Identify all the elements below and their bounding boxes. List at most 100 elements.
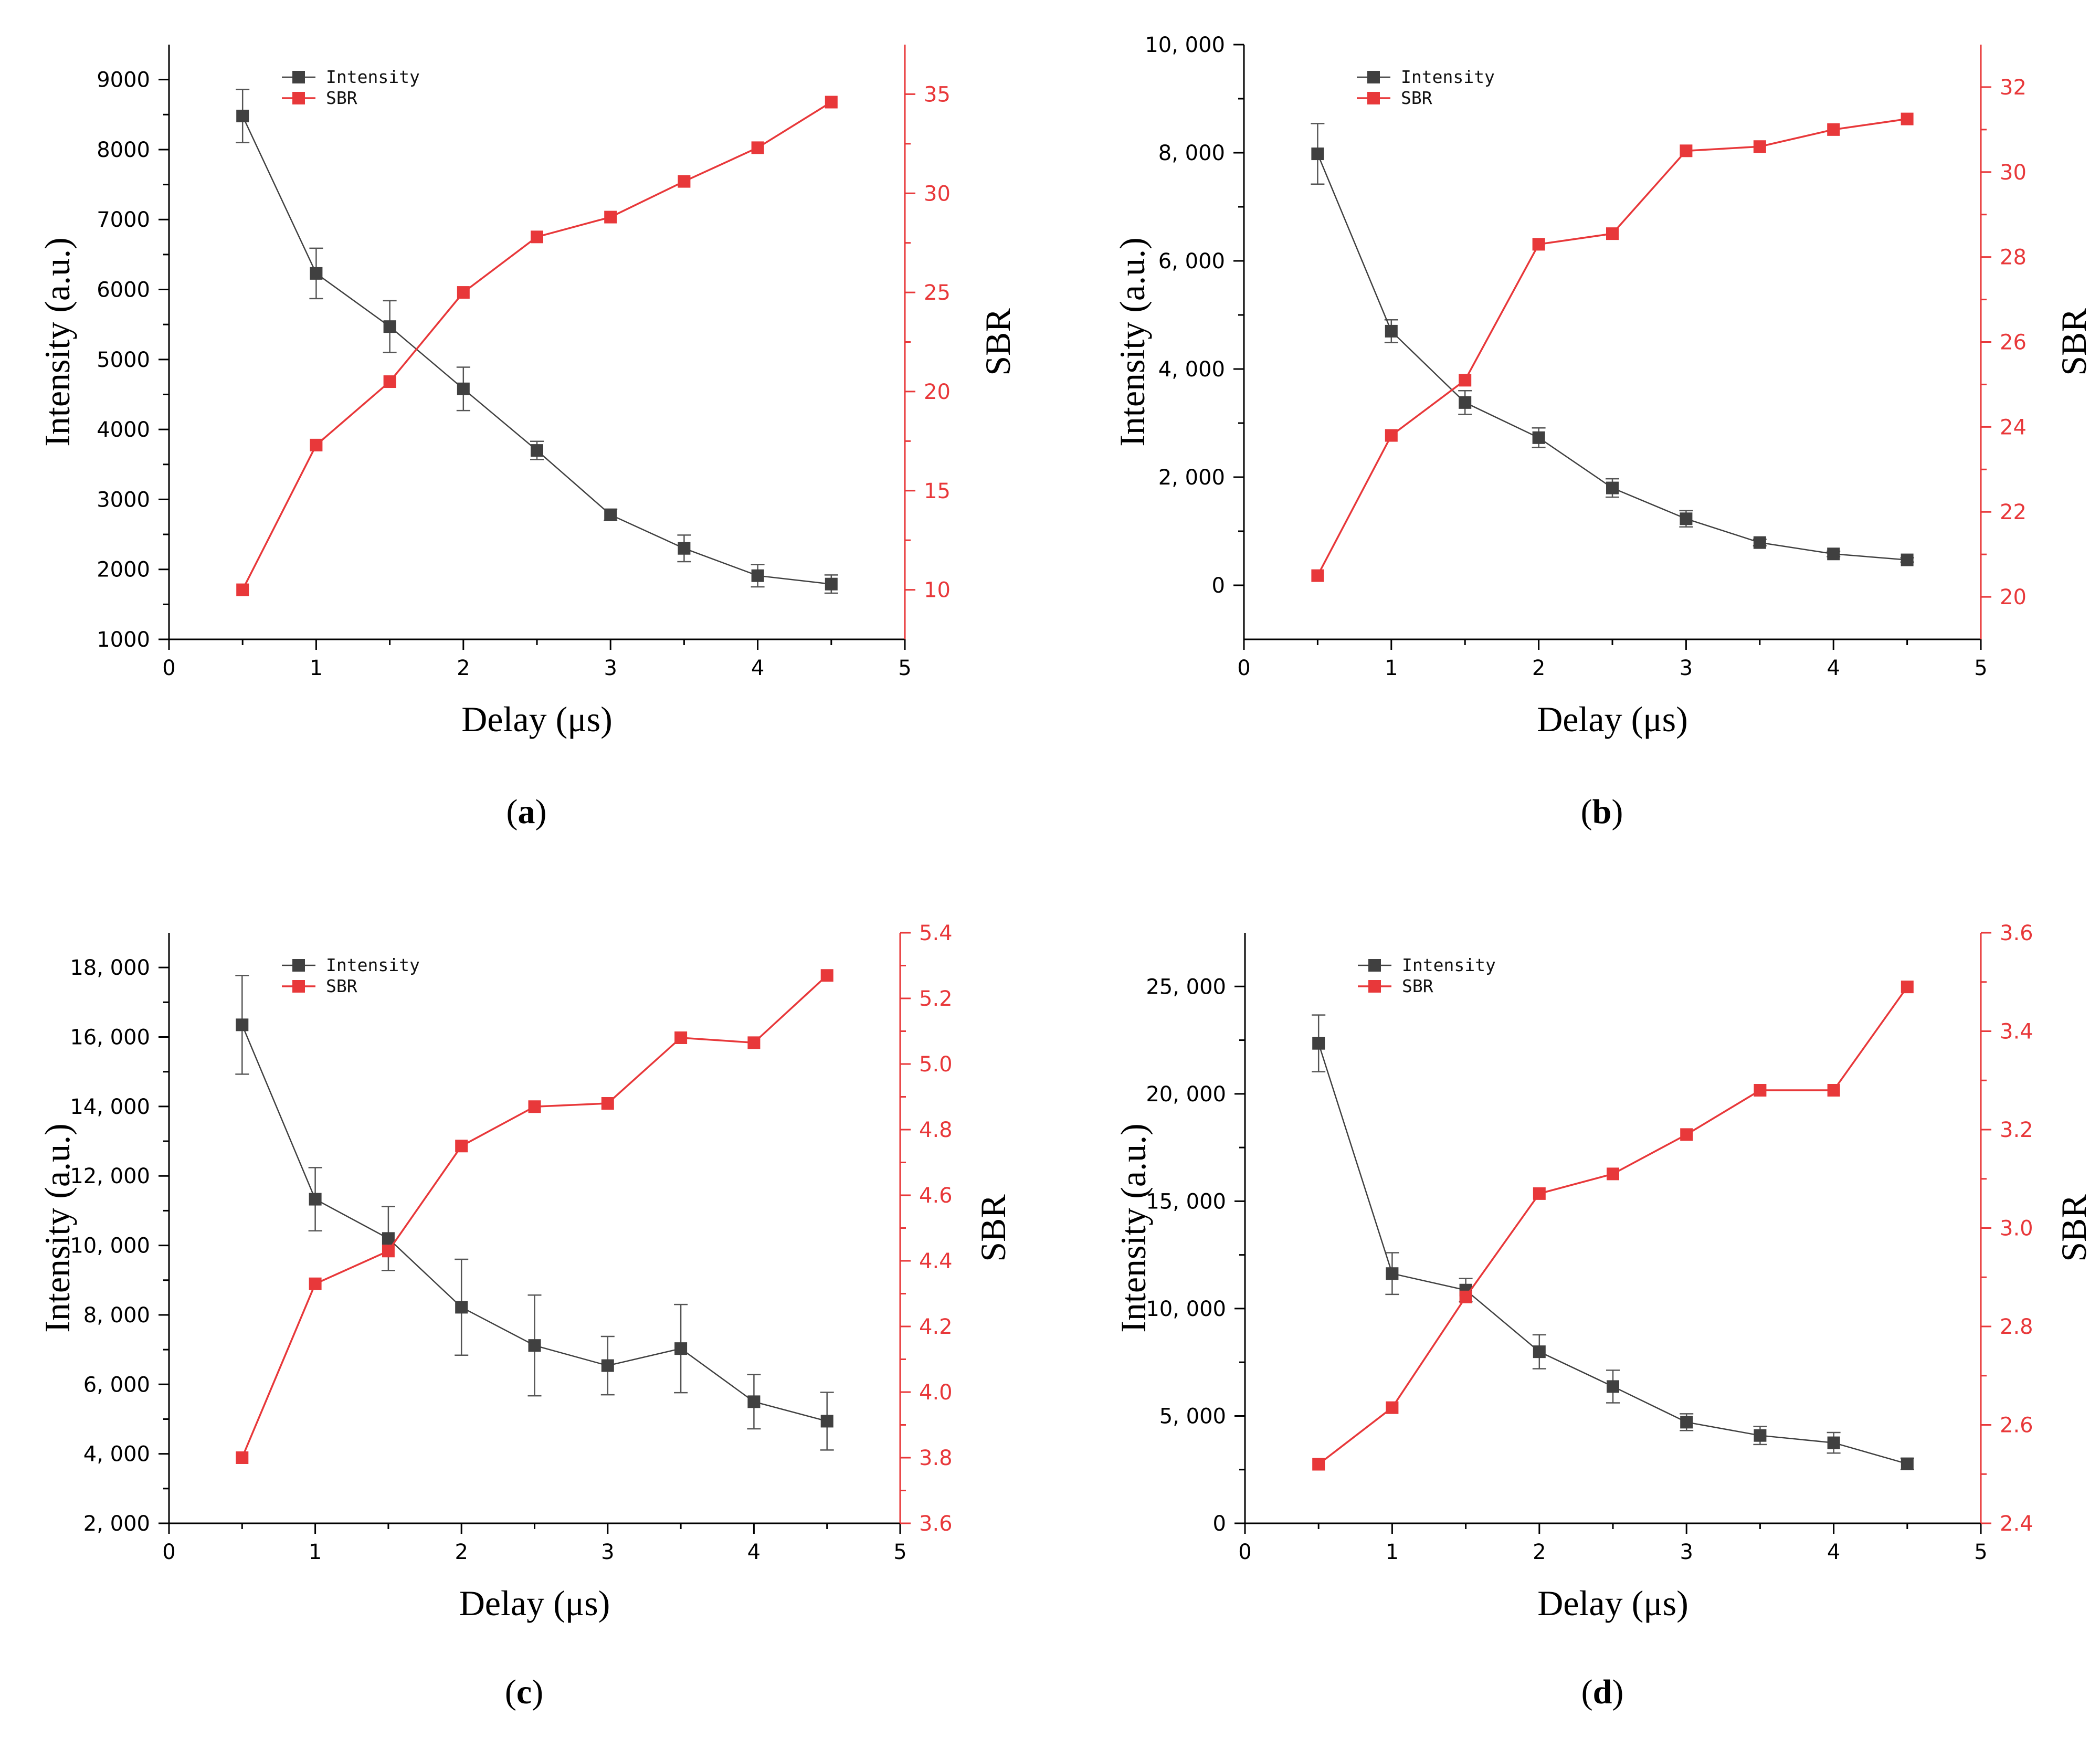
y-left-tick-label: 2, 000 [83, 1512, 150, 1536]
legend-marker [1367, 71, 1380, 83]
panel-caption: (a) [506, 793, 547, 831]
y-right-tick-label: 32 [2000, 76, 2027, 100]
y-right-tick-label: 5.2 [919, 987, 953, 1011]
legend-marker [292, 980, 305, 993]
legend-marker [1368, 959, 1381, 972]
x-axis-title: Delay (μs) [1537, 699, 1688, 739]
legend-marker [1368, 980, 1381, 993]
data-point [310, 267, 323, 280]
y-right-tick-label: 2.8 [2000, 1315, 2033, 1339]
data-point [310, 438, 323, 451]
y-right-tick-label: 3.0 [2000, 1217, 2033, 1241]
data-point [528, 1100, 541, 1113]
data-point [1312, 1037, 1325, 1050]
caption-close: ) [532, 1673, 543, 1711]
data-point [1753, 536, 1766, 549]
x-axis-title: Delay (μs) [461, 699, 613, 739]
data-point [751, 569, 764, 582]
data-point [236, 1451, 249, 1464]
x-tick-label: 0 [162, 1540, 175, 1564]
y-right-tick-label: 30 [924, 182, 951, 206]
data-point [674, 1342, 688, 1355]
data-point [457, 382, 470, 395]
y-left-tick-label: 7000 [97, 208, 150, 232]
y-left-tick-label: 6000 [97, 278, 150, 302]
data-point [1385, 429, 1398, 442]
series-sbr [1311, 112, 1914, 582]
x-tick-label: 2 [457, 656, 470, 680]
y-left-tick-label: 10, 000 [1145, 33, 1225, 57]
data-point [309, 1277, 322, 1290]
y-right-tick-label: 4.0 [919, 1381, 953, 1405]
y-left-tick-label: 2000 [97, 558, 150, 582]
y-left-tick-label: 5000 [97, 348, 150, 372]
x-tick-label: 3 [1680, 656, 1693, 680]
y-left-tick-label: 18, 000 [70, 956, 150, 980]
y-left-axis-title: Intensity (a.u.) [37, 237, 77, 446]
series-line [242, 115, 831, 585]
data-point [678, 542, 691, 555]
chart-panel-b: 0 1 2 3 4 5 0 2, 000 4, 000 6, 000 8, 000 10, 000 20… [1112, 33, 2094, 831]
y-left-tick-label: 9000 [97, 68, 150, 92]
data-point [1312, 1458, 1325, 1471]
x-tick-label: 4 [1827, 1540, 1840, 1564]
series-intensity [236, 89, 838, 594]
x-tick-label: 3 [604, 656, 617, 680]
legend-label: Intensity [326, 955, 420, 975]
caption-letter: a [518, 793, 535, 831]
x-tick-label: 1 [1386, 1540, 1399, 1564]
legend-label: SBR [1401, 88, 1432, 108]
y-right-tick-label: 25 [924, 281, 951, 305]
caption-letter: d [1593, 1673, 1612, 1711]
x-tick-label: 2 [1532, 656, 1545, 680]
chart-panel-a: 0 1 2 3 4 5 1000 2000 3000 4000 5000 6000 7000 8000 90… [37, 45, 1018, 831]
data-point [1680, 512, 1693, 525]
data-point [751, 141, 764, 154]
y-right-tick-label: 4.8 [919, 1118, 953, 1142]
y-right-tick-label: 22 [2000, 500, 2027, 524]
y-right-tick-label: 3.6 [919, 1512, 953, 1536]
x-tick-label: 4 [747, 1540, 761, 1564]
y-right-tick-label: 2.4 [2000, 1512, 2033, 1536]
y-right-axis-title: SBR [2054, 1194, 2094, 1262]
y-left-tick-label: 4, 000 [83, 1442, 150, 1467]
data-point [1827, 547, 1840, 561]
data-point [604, 210, 617, 224]
y-left-tick-label: 14, 000 [70, 1095, 150, 1119]
y-right-tick-label: 5.4 [919, 921, 953, 945]
data-point [1311, 148, 1324, 161]
data-point [1754, 1084, 1767, 1097]
data-point [382, 1232, 395, 1245]
y-left-tick-label: 4, 000 [1158, 357, 1225, 382]
legend-label: Intensity [1402, 955, 1496, 975]
series-intensity [1312, 1014, 1914, 1470]
data-point [1532, 238, 1545, 251]
x-tick-label: 0 [1238, 1540, 1251, 1564]
y-left-tick-label: 10, 000 [1146, 1297, 1226, 1321]
data-point [825, 96, 838, 109]
y-left-tick-label: 1000 [97, 628, 150, 652]
series-sbr [236, 96, 838, 596]
x-tick-label: 4 [1827, 656, 1840, 680]
y-right-tick-label: 20 [924, 380, 951, 404]
data-point [1607, 1167, 1619, 1181]
y-left-tick-label: 0 [1213, 1512, 1226, 1536]
data-point [457, 286, 470, 299]
y-left-tick-label: 10, 000 [70, 1234, 150, 1258]
legend-label: SBR [326, 88, 357, 108]
y-left-tick-label: 15, 000 [1146, 1189, 1226, 1214]
data-point [1532, 431, 1545, 444]
x-tick-label: 5 [1974, 1540, 1987, 1564]
data-point [825, 577, 838, 591]
data-point [455, 1301, 468, 1314]
data-point [236, 1018, 249, 1031]
legend-label: SBR [1402, 976, 1433, 996]
y-right-tick-label: 26 [2000, 331, 2027, 355]
y-right-tick-label: 4.2 [919, 1315, 953, 1339]
y-left-tick-label: 25, 000 [1146, 975, 1226, 999]
data-point [309, 1193, 322, 1206]
legend-label: Intensity [326, 67, 420, 87]
data-point [1827, 123, 1840, 136]
x-tick-label: 5 [893, 1540, 906, 1564]
legend-marker [292, 71, 305, 83]
